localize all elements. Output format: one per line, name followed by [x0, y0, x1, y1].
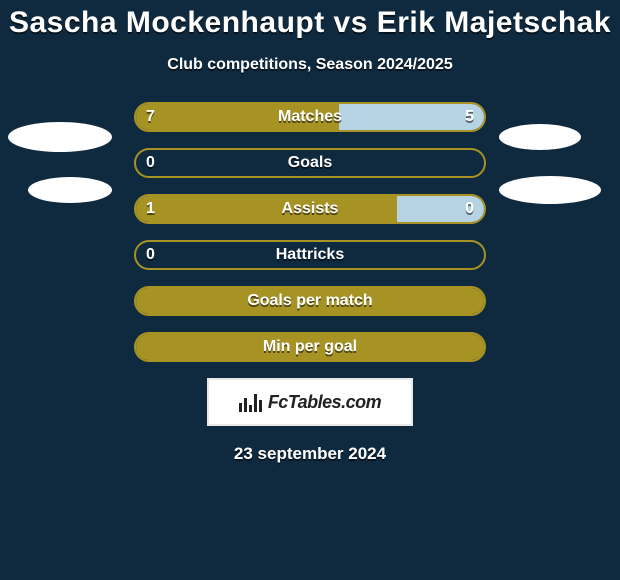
subtitle: Club competitions, Season 2024/2025 — [0, 56, 620, 74]
stat-bar-fill-player2 — [339, 104, 484, 130]
logo-mark-icon — [239, 392, 262, 412]
avatar-ellipse — [499, 124, 581, 150]
avatar-ellipse — [8, 122, 112, 152]
stat-bar: Assists10 — [134, 194, 486, 224]
avatar-ellipse — [499, 176, 601, 204]
stat-bar-track — [136, 196, 484, 222]
stat-bar-track — [136, 288, 484, 314]
stat-bar-track — [136, 334, 484, 360]
stat-bar-track — [136, 150, 484, 176]
stat-bar: Goals per match — [134, 286, 486, 316]
stat-bar-fill-player2 — [397, 196, 484, 222]
stat-bar-track — [136, 242, 484, 268]
date-label: 23 september 2024 — [0, 444, 620, 464]
fctables-logo: FcTables.com — [207, 378, 413, 426]
bars-host: Matches75 Goals0 Assists10 Hattricks0 Goals … — [134, 102, 486, 362]
page-title: Sascha Mockenhaupt vs Erik Majetschak — [0, 0, 620, 40]
stat-bar-fill-player1 — [136, 196, 397, 222]
stat-bar-fill-player1 — [136, 288, 484, 314]
stat-bar: Min per goal — [134, 332, 486, 362]
stat-bar-track — [136, 104, 484, 130]
stat-bar: Goals0 — [134, 148, 486, 178]
logo-text: FcTables.com — [268, 392, 381, 413]
avatar-ellipse — [28, 177, 112, 203]
stat-bar-fill-player1 — [136, 104, 339, 130]
stat-bar-fill-player1 — [136, 334, 484, 360]
stat-bar: Hattricks0 — [134, 240, 486, 270]
stat-bar: Matches75 — [134, 102, 486, 132]
